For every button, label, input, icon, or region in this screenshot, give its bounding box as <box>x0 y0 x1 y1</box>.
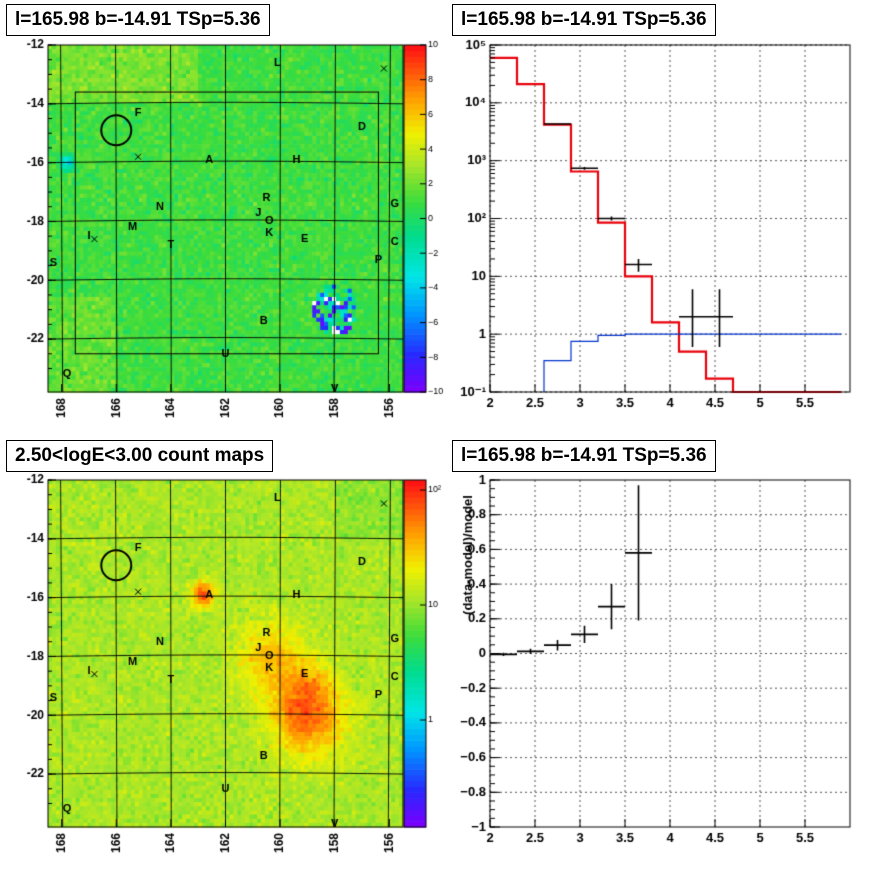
panel-title-spectrum: l=165.98 b=-14.91 TSp=5.36 <box>452 4 716 36</box>
panel-title-count-map: 2.50<logE<3.00 count maps <box>6 440 274 472</box>
panel-title-residual-map: l=165.98 b=-14.91 TSp=5.36 <box>6 4 270 36</box>
panel-title-residual-plot: l=165.98 b=-14.91 TSp=5.36 <box>452 440 716 472</box>
